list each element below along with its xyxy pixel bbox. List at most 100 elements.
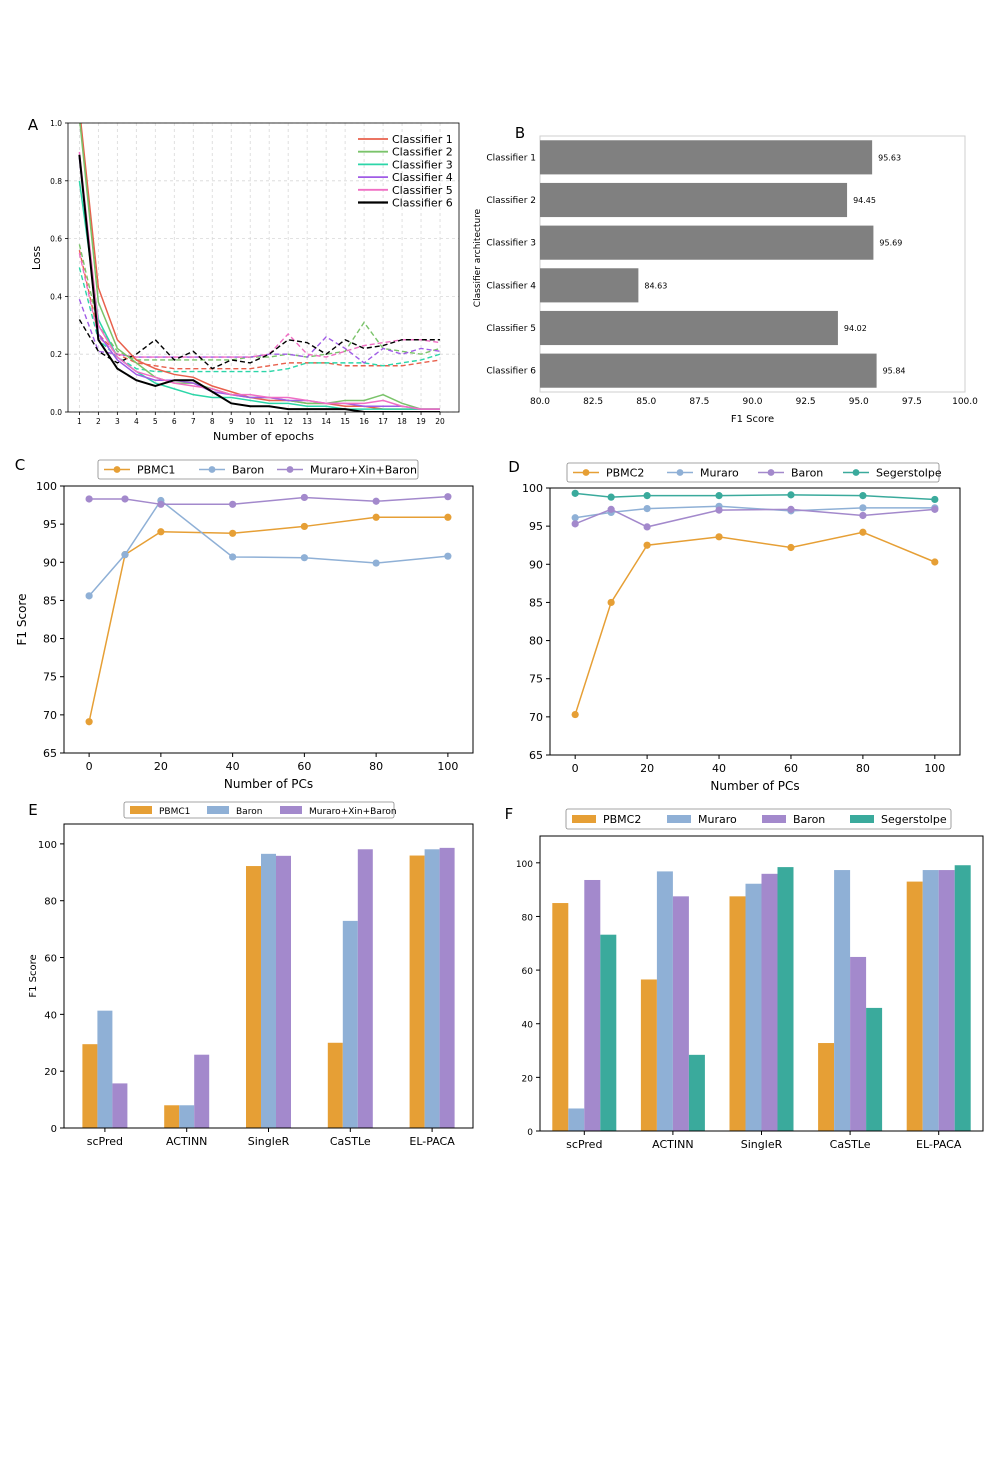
panel-label-b: B xyxy=(515,124,525,142)
plot-frame xyxy=(67,122,460,413)
bar xyxy=(834,870,851,1131)
y-tick-label: 0.6 xyxy=(50,235,62,244)
x-tick-label: 40 xyxy=(712,762,726,775)
x-tick-label: SingleR xyxy=(248,1135,290,1148)
y-tick-label: 80 xyxy=(522,913,534,923)
bar xyxy=(540,310,838,346)
x-tick-label: 13 xyxy=(302,417,312,426)
y-tick-label: 20 xyxy=(44,1067,57,1078)
bar xyxy=(540,268,639,303)
legend-marker xyxy=(582,469,590,476)
bar xyxy=(688,1054,705,1131)
legend-label: PBMC1 xyxy=(159,807,190,817)
bar xyxy=(656,871,673,1131)
data-point xyxy=(643,504,651,513)
train-line-5 xyxy=(78,151,441,410)
y-tick-label: 0.2 xyxy=(50,350,62,359)
panel-f: scPred ACTINN SingleR CaSTLe EL-PACA 0 20 40 60 8… xyxy=(516,808,984,1151)
y-tick-label: 40 xyxy=(522,1021,534,1031)
data-point xyxy=(643,541,651,549)
data-point xyxy=(444,552,452,560)
bar xyxy=(194,1054,210,1128)
x-tick-label: 60 xyxy=(297,760,311,773)
bar xyxy=(600,934,617,1131)
bar xyxy=(342,920,358,1128)
x-tick-label: 16 xyxy=(359,417,369,426)
data-point xyxy=(643,492,651,500)
x-axis-label: Number of PCs xyxy=(224,777,313,791)
legend-label: PBMC1 xyxy=(137,464,175,477)
data-point xyxy=(787,543,795,552)
x-tick-label: 40 xyxy=(226,760,240,773)
data-point xyxy=(229,553,237,561)
bar xyxy=(850,956,867,1131)
val-line-4 xyxy=(78,299,441,364)
data-point xyxy=(229,500,237,508)
x-tick-label: 20 xyxy=(435,417,445,426)
x-tick-label: 0 xyxy=(86,760,93,773)
x-tick-label: SingleR xyxy=(741,1138,783,1151)
y-tick-label: 85 xyxy=(529,596,543,609)
y-tick-label: 95 xyxy=(43,518,57,531)
x-tick-label: 11 xyxy=(264,417,274,426)
legend-label: Baron xyxy=(236,807,262,817)
series-line-baron xyxy=(574,508,935,528)
legend-label: Baron xyxy=(793,813,825,826)
y-tick-label: 80 xyxy=(43,633,57,646)
data-point xyxy=(787,505,795,513)
legend-swatch xyxy=(130,806,152,814)
legend-swatch xyxy=(207,806,229,814)
y-tick-label: 65 xyxy=(43,747,57,760)
legend-swatch xyxy=(572,815,596,823)
x-tick-label: 8 xyxy=(210,417,215,426)
legend-swatch xyxy=(280,806,302,814)
legend-box xyxy=(123,801,395,819)
x-tick-label: EL-PACA xyxy=(916,1138,962,1151)
legend-label: PBMC2 xyxy=(606,467,644,480)
panel-label-d: D xyxy=(508,458,520,476)
y-tick-label: 80 xyxy=(44,897,57,908)
data-point xyxy=(300,554,308,562)
x-tick-label: 87.5 xyxy=(689,397,709,407)
legend-swatch xyxy=(850,815,874,823)
data-point xyxy=(715,492,723,500)
val-line-2 xyxy=(78,244,441,361)
bar-value-label: 94.02 xyxy=(844,324,867,333)
x-tick-label: 3 xyxy=(115,417,120,426)
data-point xyxy=(931,558,939,566)
x-tick-label: 15 xyxy=(340,417,350,426)
y-tick-label: 100 xyxy=(522,482,543,495)
bar xyxy=(327,1042,343,1128)
panel-c: 0 20 40 60 80 100 65 70 75 80 85 90 95 100 Number of P… xyxy=(15,459,474,791)
bar xyxy=(540,182,848,218)
plot-frame xyxy=(63,485,474,754)
data-point xyxy=(859,528,867,536)
legend-label: Muraro+Xin+Baron xyxy=(310,464,417,477)
legend-marker xyxy=(113,466,121,473)
legend-label: Baron xyxy=(232,464,264,477)
panel-e: scPred ACTINN SingleR CaSTLe EL-PACA 0 20 40 60 8… xyxy=(28,801,474,1148)
y-tick-label: Classifier 4 xyxy=(486,281,536,291)
y-tick-label: 90 xyxy=(43,556,57,569)
y-tick-label: 85 xyxy=(43,594,57,607)
data-point xyxy=(372,513,380,521)
series-line-pbmc2 xyxy=(574,531,936,715)
x-tick-label: 100.0 xyxy=(952,397,978,407)
val-line-1 xyxy=(78,250,441,370)
bar xyxy=(777,867,794,1131)
y-tick-label: 75 xyxy=(43,671,57,684)
legend-box xyxy=(97,459,419,480)
y-tick-label: 100 xyxy=(36,480,57,493)
y-tick-label: 0.8 xyxy=(50,177,62,186)
x-tick-label: 92.5 xyxy=(796,397,816,407)
legend-swatch xyxy=(667,815,691,823)
legend-label: Segerstolpe xyxy=(876,467,942,480)
bar xyxy=(409,855,425,1128)
y-tick-label: 100 xyxy=(38,840,57,851)
data-point xyxy=(859,511,867,520)
x-tick-label: 17 xyxy=(378,417,388,426)
train-line-4 xyxy=(78,157,441,410)
series-line-baron xyxy=(88,499,448,597)
bar xyxy=(439,847,455,1128)
legend-label: PBMC2 xyxy=(603,813,641,826)
